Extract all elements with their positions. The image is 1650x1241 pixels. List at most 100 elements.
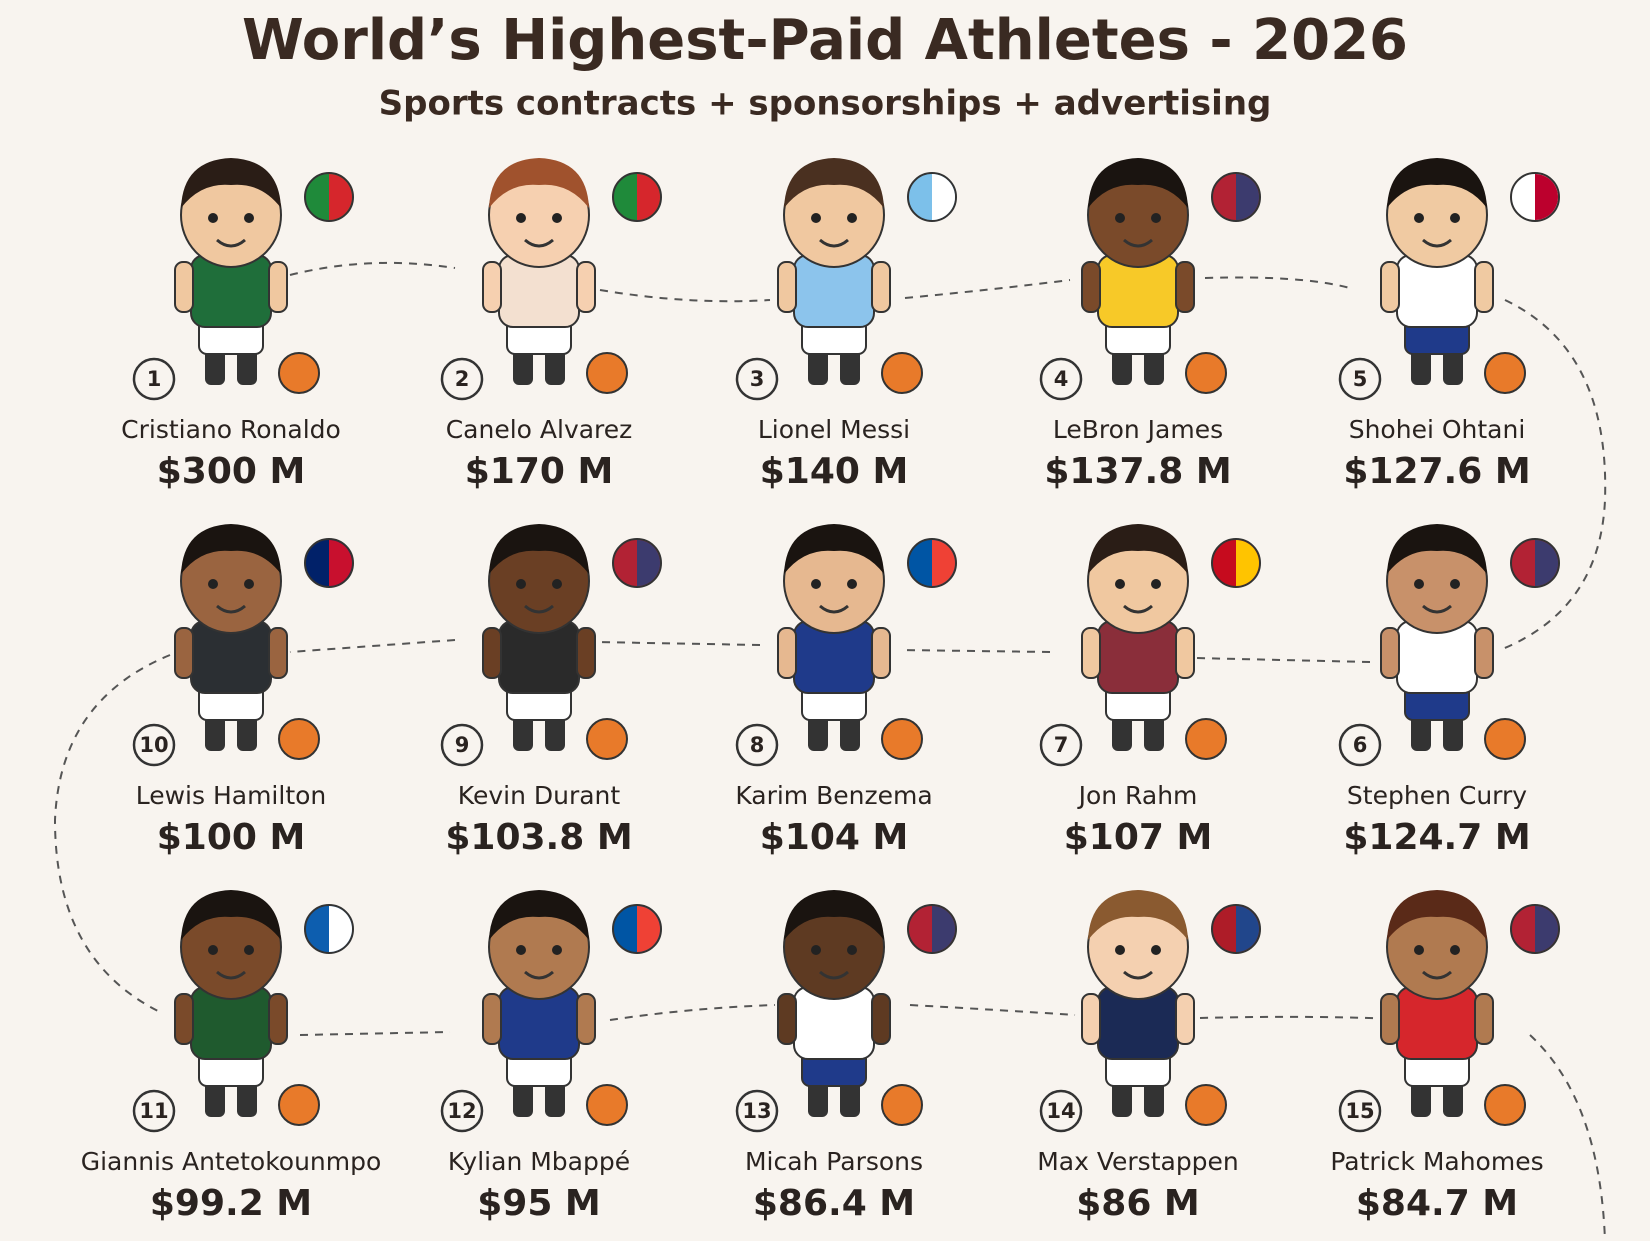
arm [1474,993,1494,1045]
sport-icon [881,352,923,394]
smile [216,238,246,248]
earnings: $170 M [465,451,614,492]
athlete-grid: 1 Cristiano Ronaldo $300 M 2 Canelo Alvarez $… [81,158,1560,1224]
arm [268,627,288,679]
smile [819,970,849,980]
athlete-name: Kevin Durant [458,781,621,810]
rank-badge [440,1089,484,1133]
athlete-card: 4 LeBron James $137.8 M [1039,158,1261,492]
athlete-illustration [1081,524,1261,760]
arm [777,993,797,1045]
sport-icon [278,718,320,760]
rank: 2 [455,367,470,391]
eye [1151,945,1161,955]
eye [1450,945,1460,955]
athlete-name: Karim Benzema [735,781,932,810]
sport-icon [586,718,628,760]
rank-badge [1039,1089,1083,1133]
rank-badge [735,1089,779,1133]
athlete-illustration [777,158,957,394]
smile [1422,604,1452,614]
flag-detail [1236,540,1259,586]
smile [1123,970,1153,980]
rank-badge [1338,357,1382,401]
arm [1081,627,1101,679]
flag-detail [637,174,660,220]
eye [208,579,218,589]
sport-icon [278,352,320,394]
arm [777,627,797,679]
smile [1422,238,1452,248]
hair [181,890,281,940]
eye [811,579,821,589]
eye [1115,945,1125,955]
path-connector [53,261,1607,1241]
rank: 9 [455,733,470,757]
smile [819,604,849,614]
eye [1450,579,1460,589]
earnings: $99.2 M [150,1183,312,1224]
eye [244,213,254,223]
eye [208,945,218,955]
earnings: $137.8 M [1044,451,1231,492]
smile [1422,970,1452,980]
arm [268,261,288,313]
rank: 1 [147,367,162,391]
arm [1081,261,1101,313]
athlete-card: 1 Cristiano Ronaldo $300 M [121,158,354,492]
eye [1414,945,1424,955]
eye [208,213,218,223]
athlete-card: 12 Kylian Mbappé $95 M [440,890,662,1224]
flag-detail [932,540,955,586]
flag-detail [637,540,660,586]
flag-detail [1535,540,1558,586]
eye [244,945,254,955]
earnings: $103.8 M [445,817,632,858]
eye [1115,213,1125,223]
eye [552,213,562,223]
flag-detail [329,174,352,220]
rank: 8 [750,733,765,757]
hair [181,158,281,208]
arm [174,261,194,313]
earnings: $300 M [157,451,306,492]
title: World’s Highest-Paid Athletes - 2026 [242,8,1408,73]
eye [1414,579,1424,589]
athlete-name: Canelo Alvarez [446,415,633,444]
flag-detail [932,906,955,952]
sport-icon [278,1084,320,1126]
athlete-illustration [174,890,354,1126]
rank-badge [132,1089,176,1133]
arm [1081,993,1101,1045]
athlete-illustration [1081,890,1261,1126]
hair [1387,524,1487,574]
earnings: $104 M [760,817,909,858]
earnings: $84.7 M [1356,1183,1518,1224]
athlete-name: Lionel Messi [758,415,910,444]
hair [1088,890,1188,940]
arm [1474,627,1494,679]
eye [1115,579,1125,589]
smile [1123,238,1153,248]
hair [784,890,884,940]
eye [811,213,821,223]
arm [1380,261,1400,313]
athlete-name: Stephen Curry [1347,781,1527,810]
rank-badge [440,723,484,767]
athlete-illustration [1380,890,1560,1126]
arm [871,627,891,679]
earnings: $95 M [477,1183,601,1224]
flag-detail [1236,174,1259,220]
rank: 13 [742,1099,771,1123]
sport-icon [881,1084,923,1126]
athlete-illustration [1380,524,1560,760]
athlete-illustration [174,158,354,394]
athlete-illustration [1081,158,1261,394]
arm [1175,261,1195,313]
eye [811,945,821,955]
rank-badge [440,357,484,401]
athlete-name: Max Verstappen [1037,1147,1239,1176]
hair [1387,890,1487,940]
flag-detail [1535,174,1558,220]
eye [847,945,857,955]
